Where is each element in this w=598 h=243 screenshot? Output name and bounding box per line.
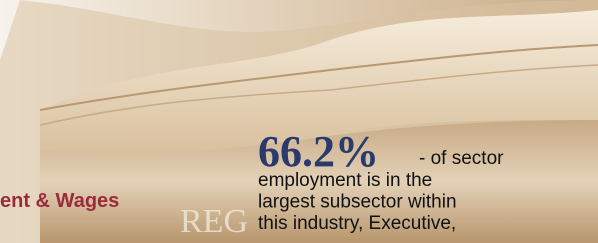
- spine-text: REG: [180, 203, 248, 240]
- stat-figure: 66.2%: [258, 127, 379, 176]
- stat-line: employment is in the: [258, 170, 432, 191]
- banner: REG ent & Wages 66.2% - of sector employ…: [0, 0, 598, 243]
- stat-line: this industry, Executive,: [258, 213, 456, 234]
- section-title: ent & Wages: [0, 190, 119, 212]
- page: REG ent & Wages 66.2% - of sector employ…: [0, 0, 598, 243]
- stat-lead: - of sector: [419, 148, 504, 169]
- stat-line: largest subsector within: [258, 192, 457, 213]
